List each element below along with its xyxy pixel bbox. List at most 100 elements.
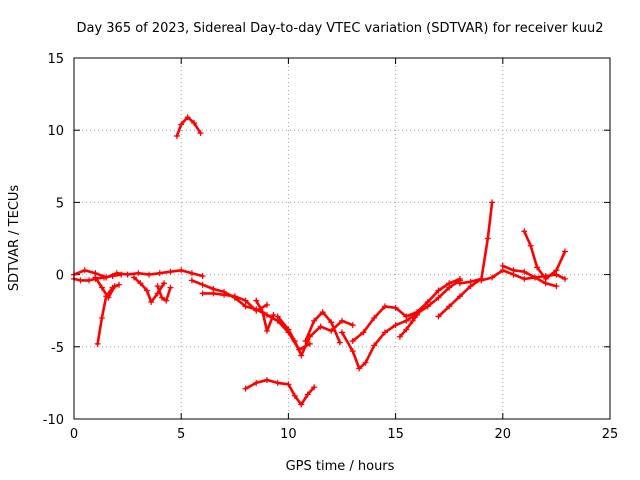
data-point — [456, 293, 463, 300]
data-point — [561, 275, 568, 282]
x-axis-label: GPS time / hours — [286, 459, 395, 474]
data-point — [188, 277, 195, 284]
data-point — [94, 340, 101, 347]
series-arc-10 — [253, 297, 277, 334]
data-point — [270, 312, 277, 319]
series-arc-3 — [94, 281, 123, 347]
data-point — [339, 317, 345, 324]
data-point — [527, 242, 534, 249]
series-arc-6 — [154, 283, 174, 304]
series-line — [175, 115, 202, 138]
data-point — [188, 270, 195, 277]
data-point — [167, 284, 174, 291]
data-point — [456, 280, 463, 287]
data-point — [510, 267, 517, 274]
data-point — [521, 228, 528, 235]
data-point — [553, 283, 560, 290]
data-point — [319, 309, 326, 316]
data-point — [521, 268, 528, 275]
data-point — [221, 291, 228, 298]
data-point — [274, 313, 281, 320]
grid — [74, 58, 610, 419]
data-point — [263, 377, 270, 384]
data-point — [285, 326, 292, 333]
data-point — [263, 301, 270, 308]
data-point — [371, 342, 378, 349]
data-point — [484, 235, 491, 242]
data-point — [161, 280, 168, 287]
axis-ticks — [73, 57, 611, 420]
data-point — [381, 303, 388, 310]
data-point — [478, 277, 485, 284]
data-point — [259, 309, 266, 316]
data-point — [561, 248, 568, 255]
data-point — [360, 329, 367, 336]
x-tick-label: 10 — [280, 427, 297, 442]
y-tick-label: -10 — [43, 413, 64, 428]
data-point — [199, 273, 206, 280]
series-arc-13 — [302, 309, 343, 346]
series-line — [190, 279, 312, 351]
series-arc-9 — [199, 290, 270, 314]
data-point — [242, 385, 249, 392]
data-point — [178, 121, 185, 128]
series-line — [254, 299, 275, 333]
data-point — [81, 267, 88, 274]
data-point — [101, 274, 108, 281]
data-point — [349, 322, 356, 329]
data-point — [328, 327, 335, 334]
series-arc-18 — [456, 199, 496, 287]
data-point — [184, 114, 191, 121]
data-point — [109, 273, 116, 280]
series-arc-14 — [339, 277, 463, 372]
series-arc-12 — [274, 313, 356, 359]
x-tick-label: 20 — [495, 427, 512, 442]
data-point — [298, 352, 305, 359]
data-point — [302, 338, 309, 345]
data-point — [231, 293, 238, 300]
series-line — [522, 230, 567, 281]
series-arc-7 — [173, 114, 204, 139]
y-tick-label: 10 — [47, 124, 64, 139]
y-tick-label: 15 — [47, 52, 64, 67]
series-arc-16 — [396, 312, 421, 340]
data-point — [542, 275, 549, 282]
series-line — [94, 276, 116, 299]
data-point — [285, 381, 292, 388]
data-point — [111, 283, 118, 290]
data-point — [356, 365, 363, 372]
data-point — [86, 277, 93, 284]
data-point — [339, 329, 345, 336]
x-tick-label: 0 — [70, 427, 78, 442]
data-point — [392, 322, 399, 329]
data-point — [349, 348, 356, 355]
series-arc-4 — [92, 274, 118, 301]
series-line — [340, 279, 462, 370]
data-point — [98, 284, 105, 291]
data-point — [291, 338, 298, 345]
data-point — [336, 339, 343, 346]
data-point — [311, 384, 318, 391]
data-point — [191, 119, 198, 126]
data-point — [304, 391, 311, 398]
series-arc-1 — [71, 267, 206, 281]
data-point — [156, 270, 163, 277]
data-point — [274, 379, 281, 386]
data-point — [489, 274, 496, 281]
data-point — [163, 297, 170, 304]
data-point — [135, 270, 142, 277]
data-point — [131, 274, 138, 281]
data-point — [467, 278, 474, 285]
series-arc-20 — [499, 262, 560, 290]
data-point — [98, 314, 105, 321]
data-point — [253, 307, 260, 314]
data-point — [409, 317, 416, 324]
data-point — [349, 338, 356, 345]
y-axis-label: SDTVAR / TECUs — [7, 185, 22, 292]
data-point — [534, 264, 541, 271]
data-point — [435, 313, 442, 320]
data-point — [210, 290, 217, 297]
data-point — [371, 314, 378, 321]
data-point — [446, 280, 453, 287]
